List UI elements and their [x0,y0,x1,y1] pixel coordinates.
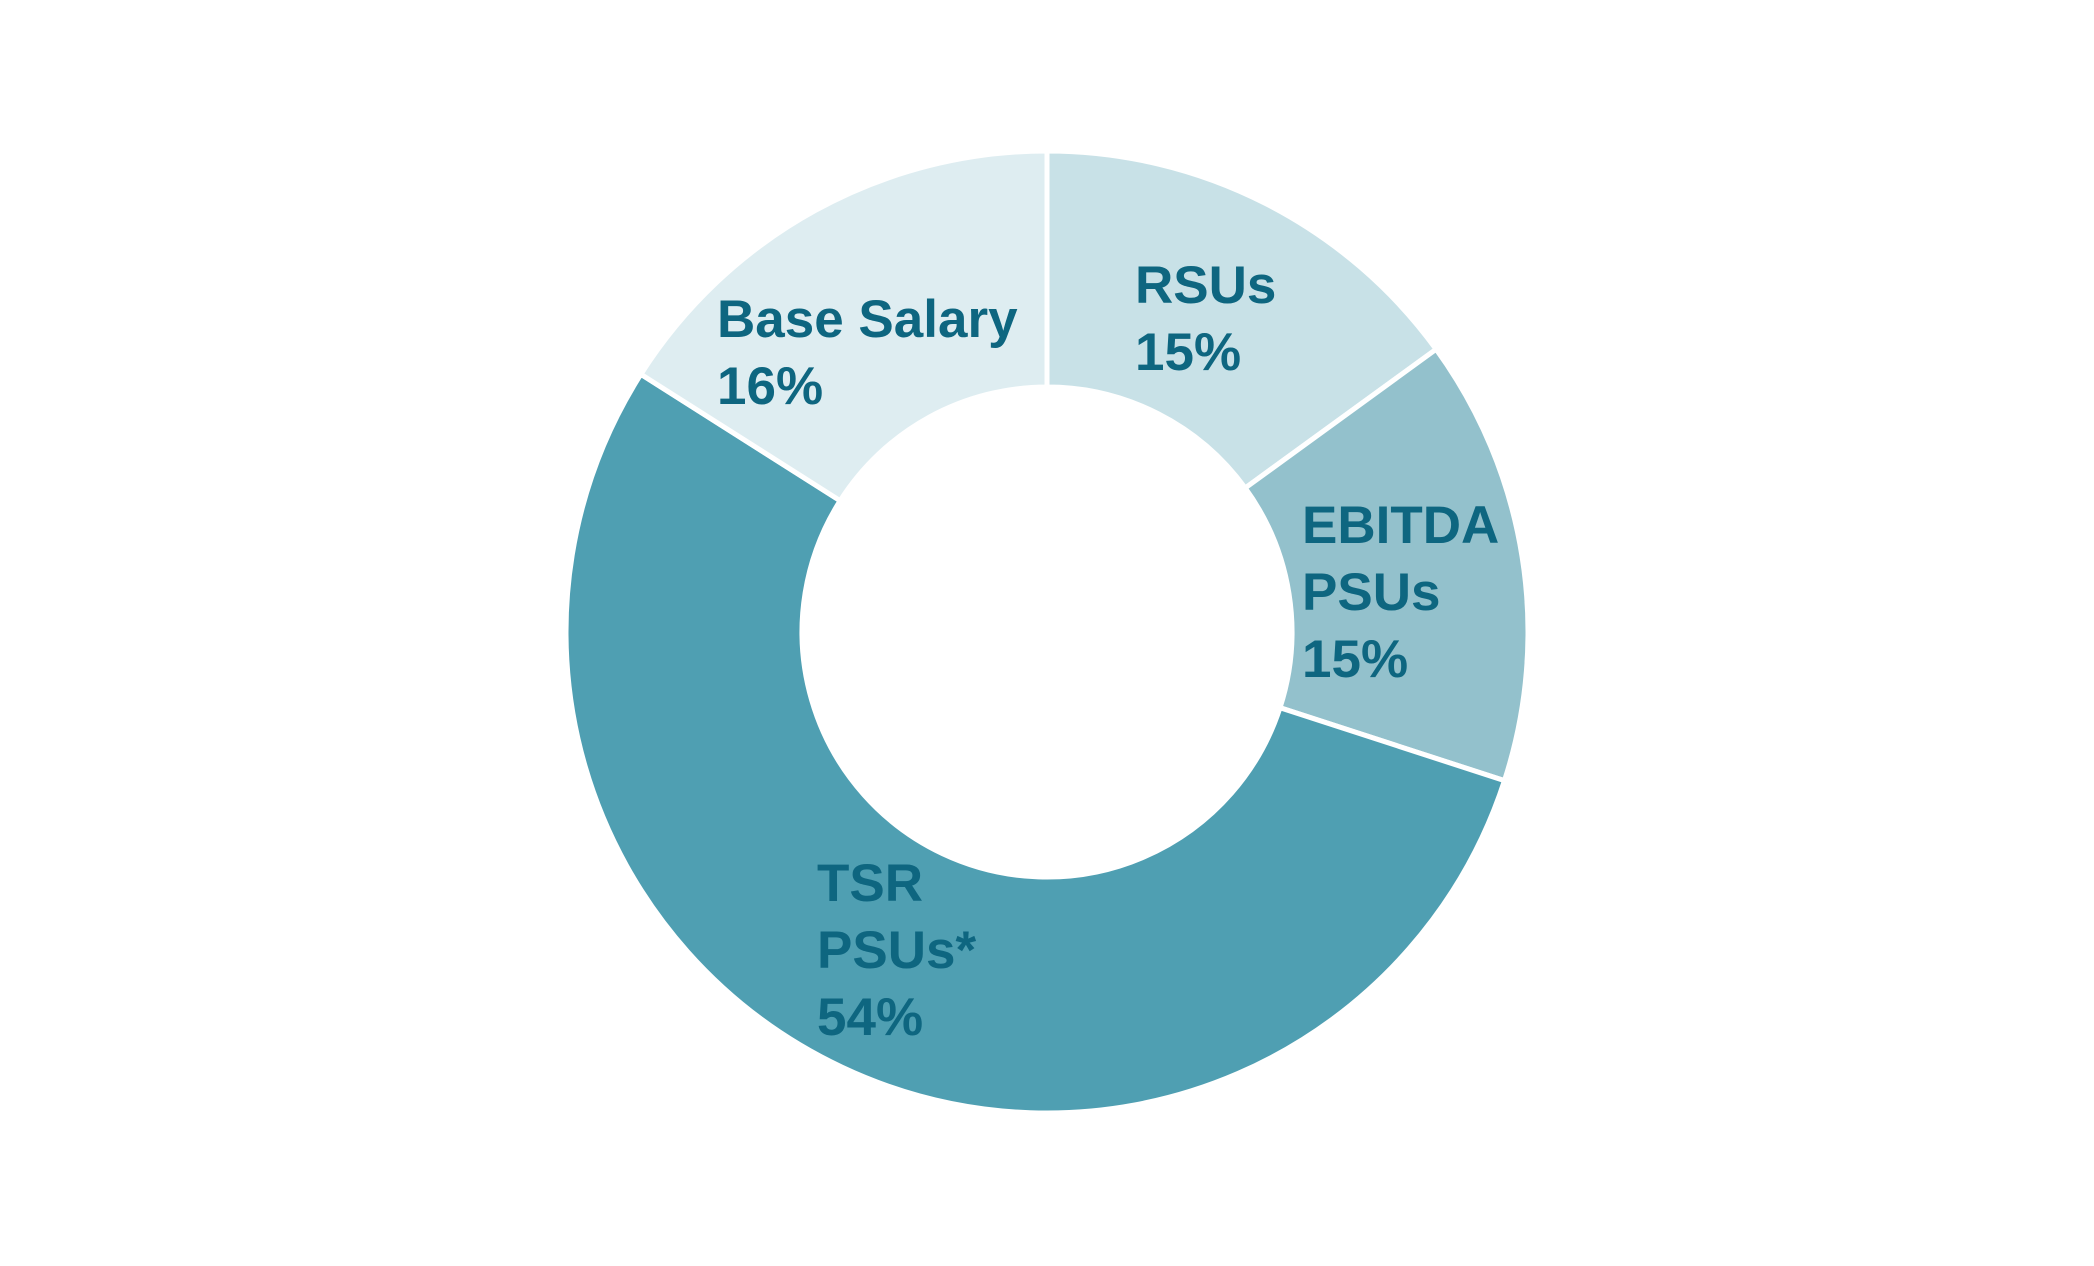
donut-segment [1241,345,1531,784]
segment-label: Base Salary 16% [717,286,1117,420]
segment-label: EBITDA PSUs 15% [1302,492,1532,693]
value-label: 16% [717,357,824,416]
category-name: Base Salary [717,290,1018,349]
donut-segment [563,370,1508,1116]
donut-segment [637,148,1050,505]
segment-label: TSR PSUs* 54% [817,850,1017,1051]
value-label: 15% [1302,630,1409,689]
segment-label: RSUs 15% [1135,252,1395,386]
donut-segment [1044,148,1440,492]
category-name: EBITDA PSUs [1302,496,1498,622]
category-name: TSR PSUs* [817,854,977,980]
value-label: 15% [1135,323,1242,382]
category-name: RSUs [1135,256,1277,315]
value-label: 54% [817,988,924,1047]
